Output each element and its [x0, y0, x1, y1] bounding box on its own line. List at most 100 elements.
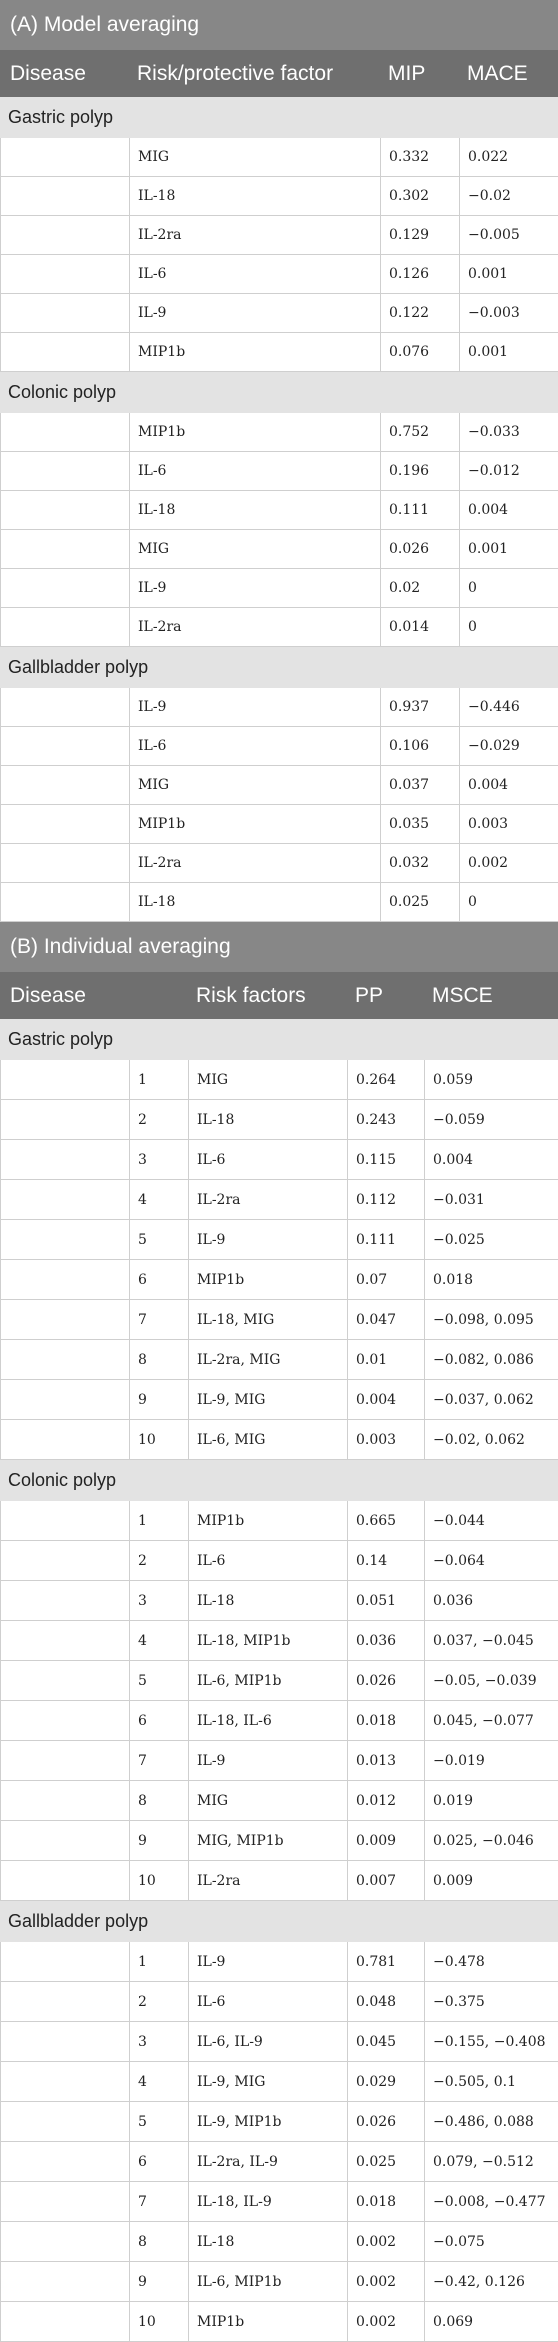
factor-cell: IL-9: [129, 688, 380, 726]
mace-cell: 0.004: [459, 766, 558, 804]
table-row: 4 IL-9, MIG 0.029 −0.505, 0.1: [1, 2062, 558, 2102]
rank-cell: 7: [129, 1741, 188, 1780]
mip-cell: 0.332: [380, 138, 459, 176]
risk-factors-cell: IL-9: [188, 1220, 347, 1259]
pp-cell: 0.048: [347, 1982, 424, 2021]
risk-factors-cell: IL-18: [188, 1100, 347, 1139]
mace-cell: −0.003: [459, 294, 558, 332]
section-b-header-row: Disease Risk factors PP MSCE: [0, 972, 558, 1019]
msce-cell: 0.069: [424, 2302, 558, 2341]
pp-cell: 0.009: [347, 1821, 424, 1860]
msce-cell: −0.059: [424, 1100, 558, 1139]
table-row: 10 IL-6, MIG 0.003 −0.02, 0.062: [1, 1420, 558, 1460]
table-row: 7 IL-18, MIG 0.047 −0.098, 0.095: [1, 1300, 558, 1340]
section-a-header-row: Disease Risk/protective factor MIP MACE: [0, 50, 558, 97]
table-row: MIG 0.332 0.022: [1, 138, 558, 177]
msce-cell: 0.037, −0.045: [424, 1621, 558, 1660]
risk-factors-cell: MIP1b: [188, 1501, 347, 1540]
header-msce: MSCE: [432, 984, 493, 1007]
factor-cell: IL-6: [129, 727, 380, 765]
factor-cell: IL-6: [129, 255, 380, 293]
table-row: 6 IL-2ra, IL-9 0.025 0.079, −0.512: [1, 2142, 558, 2182]
table-row: IL-2ra 0.129 −0.005: [1, 216, 558, 255]
mip-cell: 0.302: [380, 177, 459, 215]
factor-cell: IL-2ra: [129, 216, 380, 254]
table-row: MIG 0.037 0.004: [1, 766, 558, 805]
rank-cell: 5: [129, 2102, 188, 2141]
rank-cell: 8: [129, 2222, 188, 2261]
mace-cell: 0.001: [459, 530, 558, 568]
factor-cell: MIP1b: [129, 333, 380, 371]
table-row: IL-9 0.122 −0.003: [1, 294, 558, 333]
rank-cell: 8: [129, 1340, 188, 1379]
factor-cell: MIG: [129, 138, 380, 176]
table-row: MIG 0.026 0.001: [1, 530, 558, 569]
risk-factors-cell: IL-2ra: [188, 1861, 347, 1900]
risk-factors-cell: IL-6, IL-9: [188, 2022, 347, 2061]
pp-cell: 0.665: [347, 1501, 424, 1540]
pp-cell: 0.002: [347, 2262, 424, 2301]
disease-group-label: Colonic polyp: [0, 372, 558, 413]
table-row: 1 MIP1b 0.665 −0.044: [1, 1501, 558, 1541]
mip-cell: 0.025: [380, 883, 459, 921]
table-row: 3 IL-6, IL-9 0.045 −0.155, −0.408: [1, 2022, 558, 2062]
mip-cell: 0.752: [380, 413, 459, 451]
factor-cell: MIP1b: [129, 805, 380, 843]
rank-cell: 9: [129, 1380, 188, 1419]
rank-cell: 2: [129, 1982, 188, 2021]
pp-cell: 0.012: [347, 1781, 424, 1820]
table-row: IL-9 0.937 −0.446: [1, 688, 558, 727]
table-row: 2 IL-6 0.14 −0.064: [1, 1541, 558, 1581]
rank-cell: 6: [129, 1260, 188, 1299]
pp-cell: 0.047: [347, 1300, 424, 1339]
risk-factors-cell: MIP1b: [188, 2302, 347, 2341]
disease-group-label: Gastric polyp: [0, 97, 558, 138]
pp-cell: 0.243: [347, 1100, 424, 1139]
rank-cell: 5: [129, 1220, 188, 1259]
pp-cell: 0.002: [347, 2302, 424, 2341]
table-row: 1 MIG 0.264 0.059: [1, 1060, 558, 1100]
rank-cell: 6: [129, 1701, 188, 1740]
rank-cell: 4: [129, 2062, 188, 2101]
table-row: IL-2ra 0.032 0.002: [1, 844, 558, 883]
pp-cell: 0.14: [347, 1541, 424, 1580]
mace-cell: 0.002: [459, 844, 558, 882]
rank-cell: 10: [129, 1861, 188, 1900]
rank-cell: 7: [129, 2182, 188, 2221]
section-a-title: (A) Model averaging: [0, 0, 558, 50]
rank-cell: 2: [129, 1100, 188, 1139]
risk-factors-cell: IL-6: [188, 1140, 347, 1179]
header-pp: PP: [355, 984, 384, 1007]
mip-cell: 0.037: [380, 766, 459, 804]
disease-group-rows: MIG 0.332 0.022 IL-18 0.302 −0.02 IL-2ra 0.129−…: [0, 138, 558, 372]
header-disease: Disease: [10, 62, 86, 85]
mace-cell: −0.029: [459, 727, 558, 765]
risk-factors-cell: IL-2ra, IL-9: [188, 2142, 347, 2181]
factor-cell: MIG: [129, 766, 380, 804]
rank-cell: 10: [129, 1420, 188, 1459]
risk-factors-cell: IL-6, MIP1b: [188, 1661, 347, 1700]
rank-cell: 3: [129, 2022, 188, 2061]
mace-cell: −0.005: [459, 216, 558, 254]
risk-factors-cell: MIG, MIP1b: [188, 1821, 347, 1860]
table-row: 2 IL-18 0.243 −0.059: [1, 1100, 558, 1140]
rank-cell: 10: [129, 2302, 188, 2341]
disease-group-label: Gastric polyp: [0, 1019, 558, 1060]
disease-group-rows: 1 IL-9 0.781 −0.478 2 IL-6 0.048 −0.375 3 IL-6, I…: [0, 1942, 558, 2342]
risk-factors-cell: MIG: [188, 1060, 347, 1099]
pp-cell: 0.002: [347, 2222, 424, 2261]
msce-cell: −0.075: [424, 2222, 558, 2261]
msce-cell: 0.019: [424, 1781, 558, 1820]
rank-cell: 9: [129, 2262, 188, 2301]
risk-factors-cell: IL-6: [188, 1982, 347, 2021]
pp-cell: 0.026: [347, 1661, 424, 1700]
msce-cell: −0.025: [424, 1220, 558, 1259]
pp-cell: 0.264: [347, 1060, 424, 1099]
risk-factors-cell: MIP1b: [188, 1260, 347, 1299]
factor-cell: IL-9: [129, 294, 380, 332]
table-row: IL-9 0.02 0: [1, 569, 558, 608]
table-row: 6 IL-18, IL-6 0.018 0.045, −0.077: [1, 1701, 558, 1741]
factor-cell: IL-18: [129, 491, 380, 529]
rank-cell: 4: [129, 1621, 188, 1660]
